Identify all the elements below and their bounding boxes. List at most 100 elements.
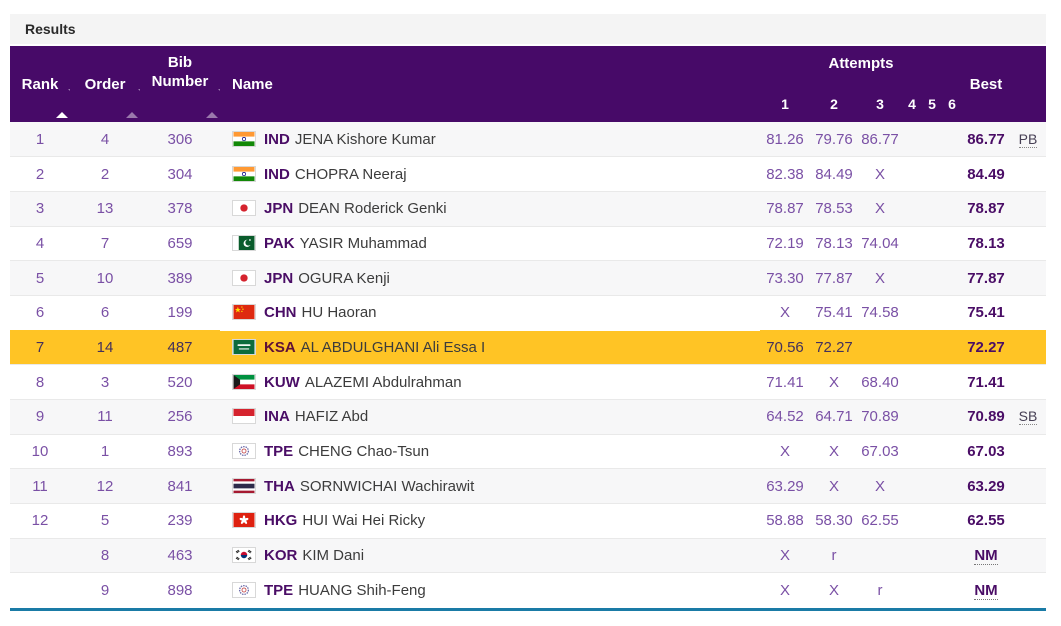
- attempt-3-header: 3: [858, 94, 902, 122]
- order-cell: 13: [70, 190, 140, 227]
- record-note-cell: [1010, 468, 1046, 504]
- best-value: NM: [974, 547, 998, 566]
- attempt-4-cell: [902, 364, 922, 400]
- record-note-cell: [1010, 190, 1046, 227]
- column-header-order[interactable]: Order: [70, 46, 150, 122]
- country-code: INA: [264, 408, 290, 426]
- attempt-3-cell: 62.55: [858, 503, 902, 539]
- attempt-2-header: 2: [810, 94, 858, 122]
- name-cell: JPN DEAN Roderick Genki: [220, 190, 760, 227]
- attempt-5-cell: [922, 330, 942, 365]
- flag-icon: [232, 443, 256, 460]
- bib-cell: 256: [140, 399, 220, 435]
- best-value: 67.03: [967, 443, 1005, 461]
- bib-cell: 199: [140, 294, 220, 331]
- name-cell: JPN OGURA Kenji: [220, 260, 760, 296]
- attempt-2-cell: X: [810, 572, 858, 608]
- bib-cell: 841: [140, 468, 220, 504]
- record-note-cell: [1010, 260, 1046, 296]
- attempt-5-cell: [922, 433, 942, 469]
- order-cell: 9: [70, 572, 140, 608]
- attempt-2-cell: X: [810, 364, 858, 400]
- best-value: 70.89: [967, 408, 1005, 426]
- attempt-5-cell: [922, 537, 942, 573]
- attempt-6-cell: [942, 260, 962, 296]
- country-code: PAK: [264, 234, 295, 252]
- attempt-2-cell: r: [810, 537, 858, 573]
- record-note-cell: [1010, 156, 1046, 192]
- athlete-name: DEAN Roderick Genki: [298, 200, 447, 218]
- record-note-cell: [1010, 572, 1046, 608]
- sort-arrows-icon[interactable]: [56, 89, 80, 118]
- table-header: Rank Order Bib Number Name Attempts: [10, 46, 1046, 122]
- result-row: 9 898 TPE HUANG Shih-Feng X X r NM: [10, 572, 1046, 608]
- flag-icon: [232, 165, 256, 182]
- attempt-6-cell: [942, 364, 962, 400]
- attempt-5-cell: [922, 294, 942, 331]
- record-note-cell: [1010, 294, 1046, 331]
- best-value: 72.27: [967, 338, 1005, 356]
- best-value: 71.41: [967, 373, 1005, 391]
- attempt-3-cell: [858, 537, 902, 573]
- attempt-4-cell: [902, 330, 922, 365]
- order-header-label: Order: [84, 76, 126, 93]
- best-value: 62.55: [967, 512, 1005, 530]
- column-header-best: Best: [962, 46, 1010, 122]
- result-row: 9 11 256 INA HAFIZ Abd 64.52 64.71 70.89 …: [10, 399, 1046, 435]
- country-code: IND: [264, 165, 290, 183]
- attempt-1-cell: X: [760, 537, 810, 573]
- attempt-4-cell: [902, 190, 922, 227]
- attempt-4-cell: [902, 572, 922, 608]
- order-cell: 4: [100, 130, 110, 148]
- attempt-1-cell: 82.38: [760, 156, 810, 192]
- country-code: KSA: [264, 338, 296, 356]
- table-body: 1 4 306 IND JENA Kishore Kumar 81.26 79.7…: [10, 122, 1046, 608]
- result-row: 10 1 893 TPE CHENG Chao-Tsun X X 67.03 67…: [10, 433, 1046, 469]
- attempt-6-cell: [942, 433, 962, 469]
- best-cell: 72.27: [962, 330, 1010, 365]
- name-cell: CHN HU Haoran: [220, 294, 760, 331]
- athlete-name: KIM Dani: [302, 547, 365, 565]
- attempt-6-cell: [942, 572, 962, 608]
- attempt-6-header: 6: [942, 94, 962, 122]
- attempt-4-cell: [902, 433, 922, 469]
- attempt-5-cell: [922, 364, 942, 400]
- record-note-cell: [1010, 433, 1046, 469]
- attempt-6-cell: [942, 122, 962, 157]
- attempt-4-header: 4: [902, 94, 922, 122]
- best-cell: NM: [962, 537, 1010, 573]
- best-value: NM: [974, 582, 998, 601]
- result-row: 8 463 KOR KIM Dani X r NM: [10, 537, 1046, 573]
- order-cell: 11: [70, 399, 140, 435]
- bottom-border: [10, 607, 1046, 611]
- attempt-6-cell: [942, 190, 962, 227]
- name-cell: KSA AL ABDULGHANI Ali Essa I: [220, 330, 760, 365]
- attempt-6-cell: [942, 330, 962, 365]
- athlete-name: CHENG Chao-Tsun: [298, 443, 430, 461]
- sort-arrows-icon[interactable]: [206, 89, 230, 118]
- best-cell: NM: [962, 572, 1010, 608]
- record-note-cell: PB: [1010, 122, 1046, 157]
- sort-arrows-icon[interactable]: [126, 89, 150, 118]
- attempt-4-cell: [902, 468, 922, 504]
- best-cell: 67.03: [962, 433, 1010, 469]
- attempt-5-cell: [922, 156, 942, 192]
- result-row: 7 14 487 KSA AL ABDULGHANI Ali Essa I 70.…: [10, 330, 1046, 365]
- bib-cell: 520: [140, 364, 220, 400]
- column-header-bib-number[interactable]: Bib Number: [140, 46, 230, 122]
- attempt-5-cell: [922, 399, 942, 435]
- rank-cell: 12: [10, 503, 70, 539]
- attempt-1-cell: 70.56: [766, 338, 804, 356]
- column-header-rank[interactable]: Rank: [10, 46, 80, 122]
- result-row: 12 5 239 HKG HUI Wai Hei Ricky 58.88 58.3…: [10, 503, 1046, 539]
- attempt-3-cell: 68.40: [858, 364, 902, 400]
- rank-cell: 5: [10, 260, 70, 296]
- name-cell: THA SORNWICHAI Wachirawit: [220, 468, 760, 504]
- best-cell: 77.87: [962, 260, 1010, 296]
- best-header-label: Best: [969, 76, 1003, 93]
- attempt-1-cell: 58.88: [760, 503, 810, 539]
- record-note-cell: SB: [1010, 399, 1046, 435]
- athlete-name: SORNWICHAI Wachirawit: [299, 477, 475, 495]
- flag-icon: [232, 304, 256, 321]
- country-code: JPN: [264, 200, 294, 218]
